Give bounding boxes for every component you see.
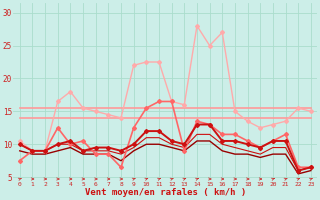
X-axis label: Vent moyen/en rafales ( km/h ): Vent moyen/en rafales ( km/h ) bbox=[85, 188, 246, 197]
